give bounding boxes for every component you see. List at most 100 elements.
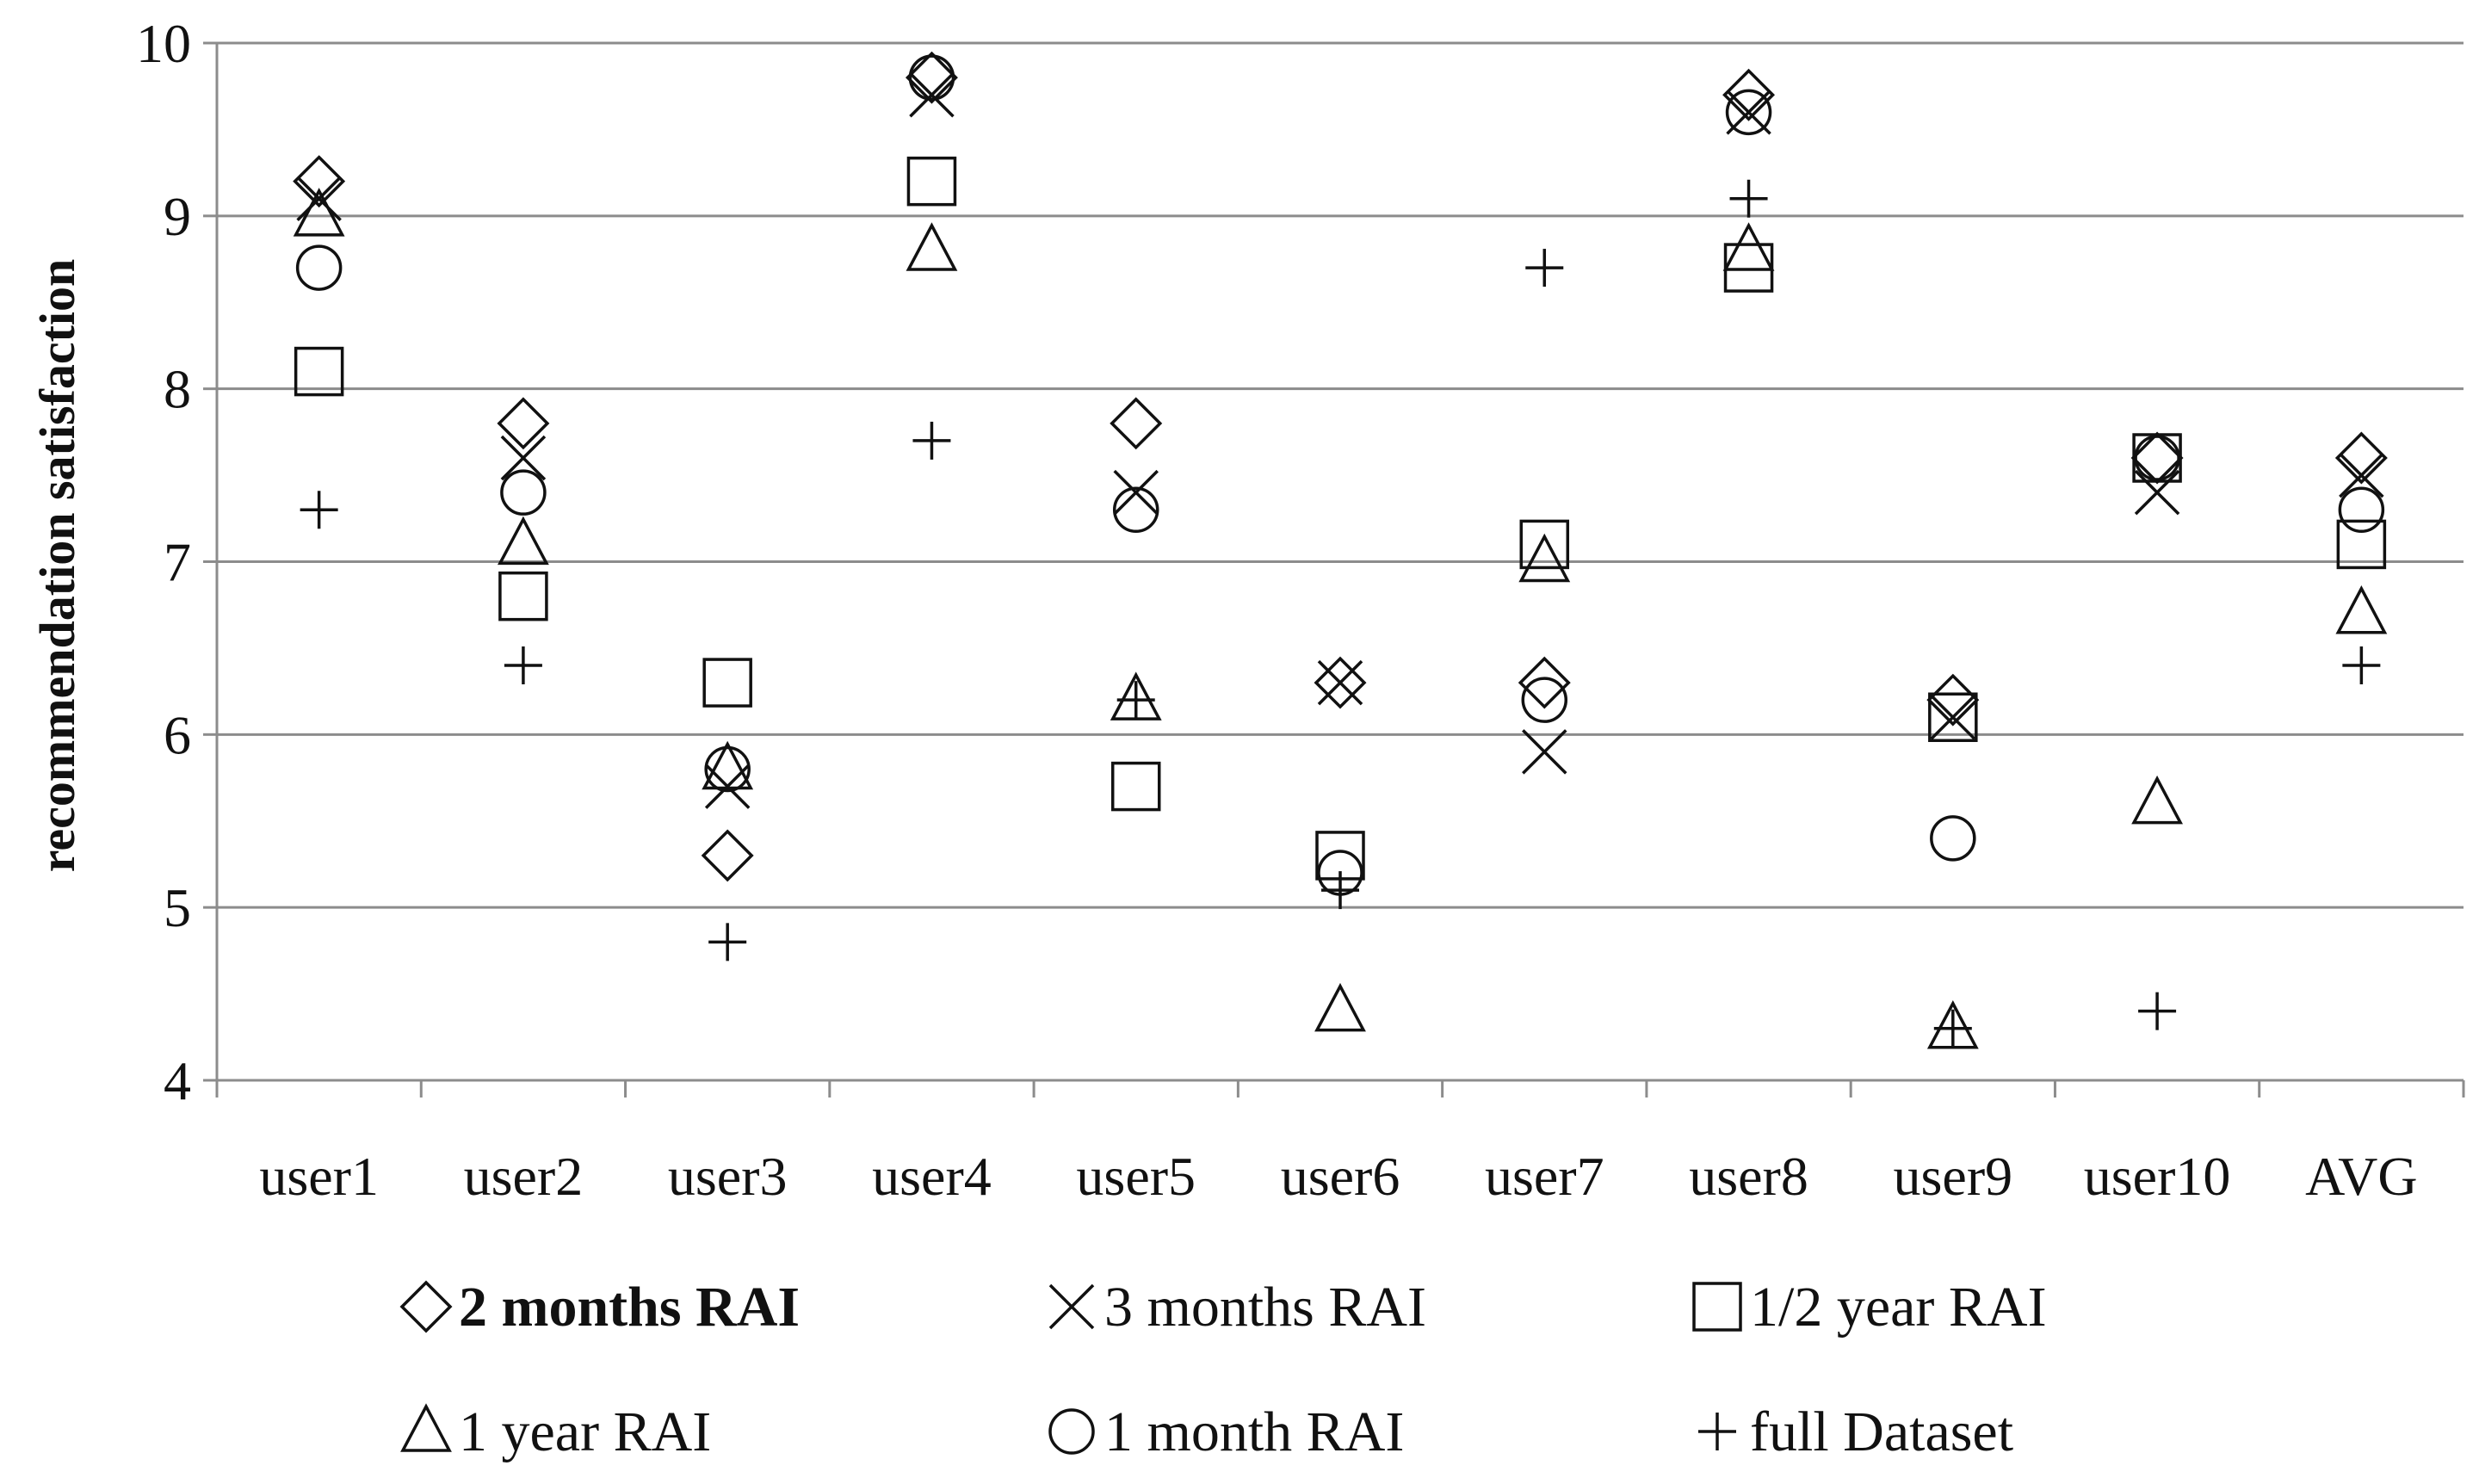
point-circle-user1 xyxy=(295,244,343,291)
point-circle-user3 xyxy=(704,745,751,793)
legend-label: 2 months RAI xyxy=(459,1276,800,1339)
legend-label: 1/2 year RAI xyxy=(1750,1276,2047,1339)
point-triangle-user2 xyxy=(498,516,549,566)
point-square-user2 xyxy=(498,571,548,621)
point-plus-user8 xyxy=(1729,179,1768,218)
gridlines xyxy=(203,41,2464,1082)
point-triangle-user3 xyxy=(702,740,754,790)
point-diamond-user8 xyxy=(1722,68,1776,121)
x-tick-label-user3: user3 xyxy=(668,1146,788,1207)
point-circle-user9 xyxy=(1930,815,1976,862)
point-x-user4 xyxy=(909,72,955,118)
y-tick-label-4: 4 xyxy=(164,1050,191,1111)
point-x-user9 xyxy=(1930,695,1976,740)
legend: 2 months RAI 3 months RAI 1/2 year RAI 1 ye… xyxy=(399,1276,2047,1463)
legend-circle-icon xyxy=(1048,1408,1095,1455)
point-diamond-AVG xyxy=(2334,431,2388,485)
point-plus-AVG xyxy=(2342,646,2381,684)
point-plus-user6 xyxy=(1321,871,1359,910)
point-x-user1 xyxy=(296,176,342,221)
legend-item: 1/2 year RAI xyxy=(1692,1276,2047,1339)
data-points xyxy=(293,51,2388,1049)
y-tick-labels: 4 5 6 7 8 9 10 xyxy=(136,13,191,1111)
y-tick-label-6: 6 xyxy=(164,704,191,765)
legend-label: full Dataset xyxy=(1750,1401,2013,1463)
point-plus-user2 xyxy=(504,646,542,684)
point-circle-AVG xyxy=(2338,486,2385,533)
y-tick-label-8: 8 xyxy=(164,359,191,420)
x-tick-label-user8: user8 xyxy=(1689,1146,1808,1207)
point-triangle-user1 xyxy=(293,188,345,237)
point-plus-user9 xyxy=(1933,1009,1972,1048)
point-plus-user7 xyxy=(1525,249,1564,288)
point-circle-user5 xyxy=(1112,486,1159,533)
point-square-user3 xyxy=(702,658,752,708)
point-plus-user1 xyxy=(300,491,338,529)
legend-diamond-icon xyxy=(399,1280,453,1333)
legend-item: 1 year RAI xyxy=(400,1401,711,1463)
point-square-user8 xyxy=(1723,243,1774,293)
point-x-user10 xyxy=(2134,469,2180,516)
x-tick-label-user9: user9 xyxy=(1894,1146,2013,1207)
point-diamond-user4 xyxy=(905,51,958,104)
x-tick-label-user1: user1 xyxy=(259,1146,379,1207)
point-diamond-user1 xyxy=(293,155,346,208)
x-tick-label-user7: user7 xyxy=(1485,1146,1604,1207)
point-square-user1 xyxy=(294,346,344,397)
x-tick-label-user6: user6 xyxy=(1281,1146,1400,1207)
legend-item: 2 months RAI xyxy=(399,1276,800,1339)
point-triangle-user7 xyxy=(1518,533,1571,583)
axes xyxy=(215,43,2465,1098)
x-tick-labels: user1 user2 user3 user4 user5 user6 user7 user8… xyxy=(259,1146,2417,1207)
legend-square-icon xyxy=(1692,1282,1742,1332)
y-tick-label-7: 7 xyxy=(164,532,191,593)
point-plus-user5 xyxy=(1116,681,1155,720)
x-tick-label-user10: user10 xyxy=(2084,1146,2231,1207)
y-tick-label-10: 10 xyxy=(136,13,191,74)
point-triangle-user10 xyxy=(2131,775,2183,825)
legend-item: full Dataset xyxy=(1698,1401,2013,1463)
x-tick-label-user5: user5 xyxy=(1076,1146,1196,1207)
legend-x-icon xyxy=(1048,1283,1095,1330)
point-diamond-user9 xyxy=(1926,673,1980,727)
point-x-user5 xyxy=(1113,469,1159,516)
legend-item: 1 month RAI xyxy=(1048,1401,1404,1463)
point-diamond-user7 xyxy=(1518,656,1571,709)
point-triangle-user6 xyxy=(1314,982,1366,1032)
x-tick-label-user2: user2 xyxy=(464,1146,584,1207)
legend-item: 3 months RAI xyxy=(1048,1276,1426,1339)
point-square-user7 xyxy=(1519,519,1570,570)
point-square-user9 xyxy=(1928,692,1978,742)
point-triangle-user8 xyxy=(1722,222,1775,271)
point-x-AVG xyxy=(2339,452,2384,498)
legend-triangle-icon xyxy=(400,1403,452,1452)
x-tick-label-user4: user4 xyxy=(872,1146,992,1207)
point-plus-user4 xyxy=(912,421,951,460)
point-circle-user8 xyxy=(1725,89,1772,136)
x-tick-label-AVG: AVG xyxy=(2305,1146,2417,1207)
legend-label: 3 months RAI xyxy=(1104,1276,1426,1339)
point-square-user10 xyxy=(2132,433,2182,483)
y-axis-title: recommendation satisfaction xyxy=(29,259,85,873)
point-triangle-user4 xyxy=(906,222,958,271)
point-circle-user4 xyxy=(908,54,955,101)
point-diamond-user3 xyxy=(701,829,754,882)
point-diamond-user2 xyxy=(497,397,550,450)
point-x-user2 xyxy=(500,435,547,481)
point-circle-user2 xyxy=(500,469,547,516)
point-square-AVG xyxy=(2336,519,2387,570)
point-plus-user10 xyxy=(2138,992,2177,1030)
point-circle-user7 xyxy=(1521,677,1568,723)
point-diamond-user6 xyxy=(1314,656,1367,709)
legend-label: 1 year RAI xyxy=(459,1401,711,1463)
legend-plus-icon xyxy=(1698,1413,1736,1450)
y-tick-label-5: 5 xyxy=(164,877,191,938)
point-x-user6 xyxy=(1317,659,1363,706)
point-circle-user10 xyxy=(2134,435,2180,481)
legend-label: 1 month RAI xyxy=(1104,1401,1404,1463)
point-square-user5 xyxy=(1110,761,1161,812)
point-square-user4 xyxy=(906,156,957,207)
point-plus-user3 xyxy=(708,923,747,962)
y-tick-label-9: 9 xyxy=(164,186,191,247)
